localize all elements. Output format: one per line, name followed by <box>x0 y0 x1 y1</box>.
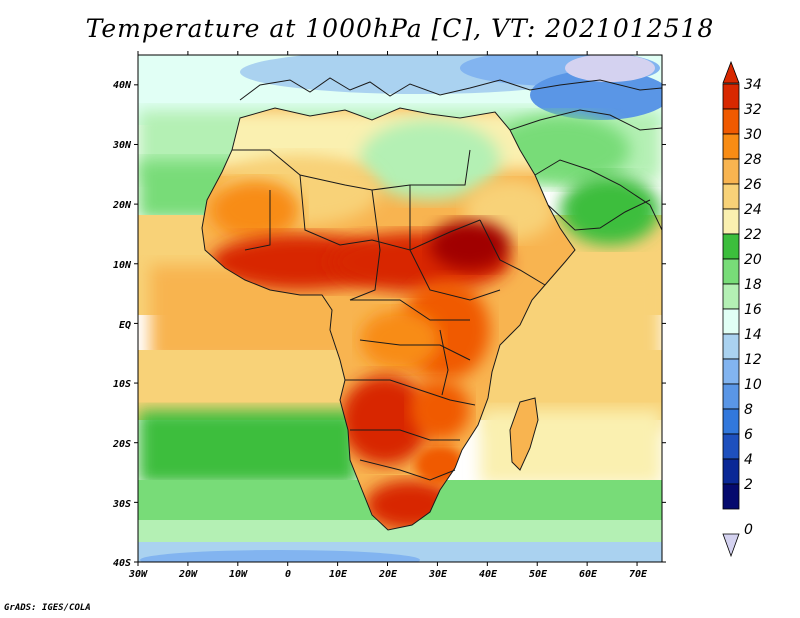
colorbar-box <box>722 483 740 510</box>
colorbar-box <box>722 183 740 210</box>
colorbar-box <box>722 233 740 260</box>
lat-tick-label: 40S <box>113 558 131 569</box>
colorbar-label: 6 <box>744 427 753 443</box>
colorbar-box <box>722 108 740 135</box>
colorbar-box <box>722 258 740 285</box>
temperature-field <box>138 55 662 562</box>
colorbar-label: 22 <box>744 227 762 243</box>
lat-tick-label: 40N <box>113 80 132 91</box>
colorbar-label: 0 <box>744 522 753 538</box>
map-title: Temperature at 1000hPa [C], VT: 20210125… <box>85 14 715 43</box>
colorbar-box <box>722 358 740 385</box>
lat-tick-label: 20N <box>112 200 132 211</box>
colorbar-label: 4 <box>744 452 753 468</box>
colorbar-label: 32 <box>744 102 762 118</box>
lat-tick-label: 20S <box>112 439 131 450</box>
lon-tick-label: 20W <box>178 569 198 580</box>
lon-tick-label: 70E <box>629 569 648 580</box>
lon-tick-label: 10W <box>229 569 248 580</box>
colorbar-label: 30 <box>744 127 762 143</box>
colorbar-label: 8 <box>744 402 753 418</box>
band-s-atl-green <box>138 410 358 485</box>
colorbar: 34 32 30 28 26 24 22 20 18 16 14 12 10 8… <box>722 60 762 558</box>
colorbar-box <box>722 433 740 460</box>
madagascar-field <box>510 398 538 470</box>
lat-tick-label: 30S <box>112 499 131 510</box>
tick-marks <box>134 51 666 566</box>
lon-tick-label: 50E <box>529 569 548 580</box>
blob-asia-blue <box>530 70 662 120</box>
colorbar-box <box>722 208 740 235</box>
colorbar-over-arrow <box>722 60 740 84</box>
colorbar-box <box>722 458 740 485</box>
colorbar-label: 24 <box>744 202 762 218</box>
plot-frame <box>137 54 663 563</box>
colorbar-box <box>722 383 740 410</box>
colorbar-box <box>722 308 740 335</box>
colorbar-box <box>722 133 740 160</box>
colorbar-label: 14 <box>744 327 762 343</box>
lat-tick-label: EQ <box>119 320 131 331</box>
colorbar-box <box>722 83 740 110</box>
lon-tick-label: 30E <box>428 569 448 580</box>
colorbar-label: 12 <box>744 352 762 368</box>
colorbar-box <box>722 283 740 310</box>
coastlines <box>201 77 662 531</box>
lon-tick-labels: 30W 20W 10W 0 10E 20E 30E 40E 50E 60E 70… <box>128 569 648 580</box>
colorbar-boxes <box>722 83 740 510</box>
blob-arabia-green <box>560 175 660 245</box>
lon-tick-label: 30W <box>128 569 148 580</box>
colorbar-label: 18 <box>744 277 762 293</box>
colorbar-label: 16 <box>744 302 762 318</box>
colorbar-under-arrow <box>722 533 740 558</box>
colorbar-label: 34 <box>744 77 762 93</box>
colorbar-label: 10 <box>744 377 762 393</box>
lat-tick-labels: 40N 30N 20N 10N EQ 10S 20S 30S 40S <box>112 80 132 569</box>
lat-tick-label: 10N <box>113 260 132 271</box>
blob-south-blue-2 <box>140 550 420 562</box>
lon-tick-label: 40E <box>479 569 498 580</box>
colorbar-label: 20 <box>744 252 762 268</box>
colorbar-label: 2 <box>744 477 753 493</box>
colorbar-box <box>722 333 740 360</box>
colorbar-box <box>722 158 740 185</box>
lon-tick-label: 10E <box>329 569 348 580</box>
colorbar-label: 26 <box>744 177 762 193</box>
credit-text: GrADS: IGES/COLA <box>4 603 91 613</box>
lon-tick-label: 0 <box>285 569 291 580</box>
colorbar-label: 28 <box>744 152 762 168</box>
colorbar-box <box>722 408 740 435</box>
band-s-ind-yellow <box>480 410 662 485</box>
lon-tick-label: 20E <box>378 569 398 580</box>
lat-tick-label: 10S <box>113 379 131 390</box>
lat-tick-label: 30N <box>112 140 132 151</box>
lon-tick-label: 60E <box>579 569 598 580</box>
blob-asia-cold <box>565 55 655 82</box>
